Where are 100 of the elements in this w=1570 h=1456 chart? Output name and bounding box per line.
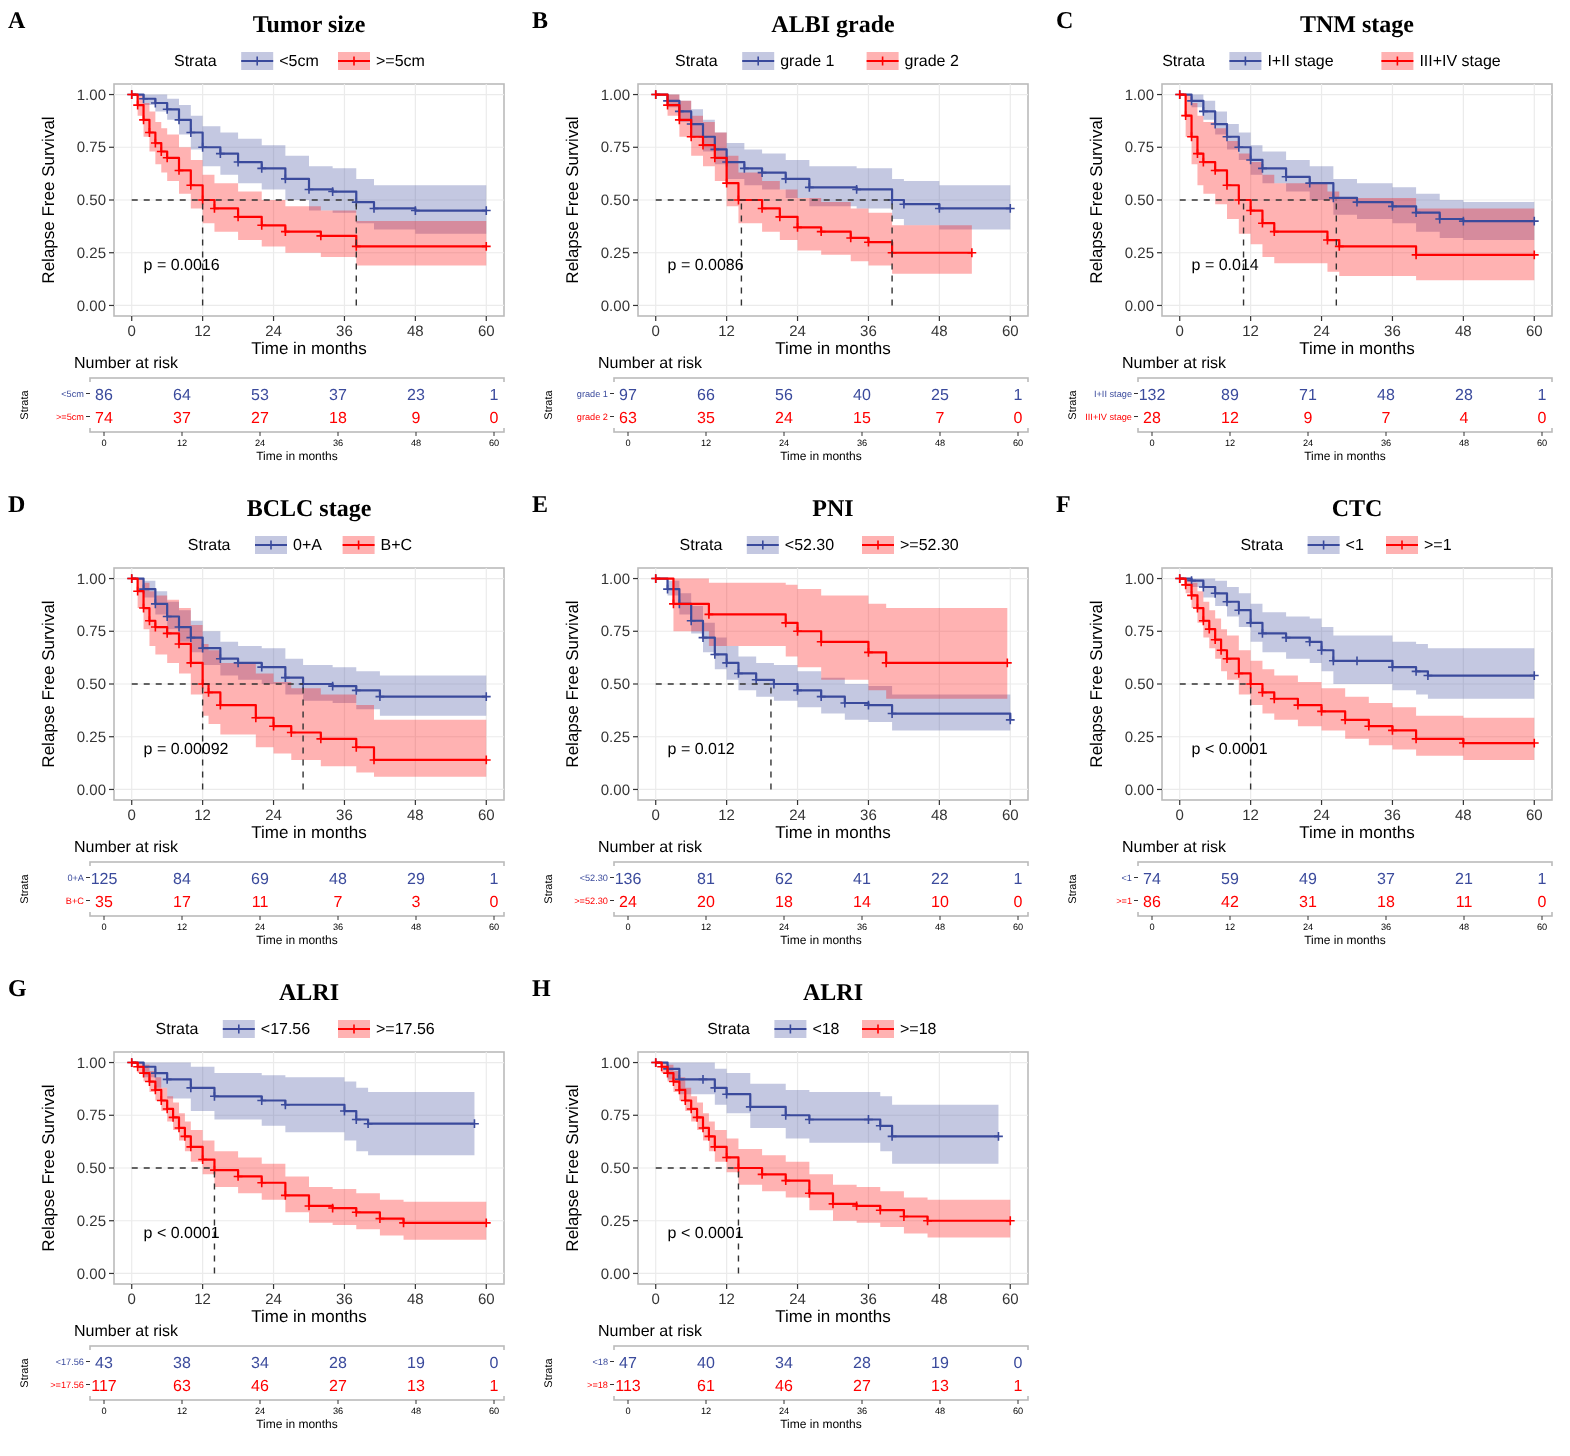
data-label: 48	[1377, 385, 1396, 404]
annotation: p = 0.0086	[667, 255, 745, 274]
text: C	[1056, 6, 1074, 34]
data-label: 24	[619, 892, 638, 911]
data-label: 4	[1459, 408, 1470, 427]
legend-label: <18	[812, 1020, 841, 1038]
legend-label: <5cm	[279, 52, 320, 70]
y-axis-title: Relapse Free Survival	[562, 600, 582, 768]
legend-label: >=52.30	[900, 536, 960, 554]
data-label: 37	[173, 408, 192, 427]
data-label: 28	[853, 1353, 872, 1372]
chart-title: ALRI	[802, 978, 864, 1006]
data-label: 62	[775, 869, 794, 888]
data-label: 28	[1455, 385, 1474, 404]
legend-label: grade 1	[780, 52, 836, 70]
legend-title: Strata	[187, 536, 232, 554]
data-label: 35	[95, 892, 114, 911]
data-label: 1	[1013, 1376, 1024, 1395]
legend-label: grade 2	[904, 52, 960, 70]
legend-label: >=17.56	[376, 1020, 436, 1038]
data-label: 125	[90, 869, 119, 888]
annotation: p = 0.012	[667, 739, 736, 758]
data-label: 43	[95, 1353, 114, 1372]
chart-title: Number at risk	[598, 1322, 705, 1340]
data-label: 0	[489, 1353, 500, 1372]
data-label: 86	[95, 385, 114, 404]
chart-title: Number at risk	[598, 354, 705, 372]
x-axis-title: Time in months	[251, 1306, 367, 1326]
data-label: 0	[1537, 408, 1548, 427]
chart-title: Number at risk	[598, 838, 705, 856]
data-label: 49	[1299, 869, 1318, 888]
legend-label: >=18	[900, 1020, 938, 1038]
legend-label: III+IV stage	[1419, 52, 1502, 70]
chart-title: ALBI grade	[771, 10, 897, 38]
legend-label: <17.56	[260, 1020, 312, 1038]
annotation: p = 0.0016	[143, 255, 221, 274]
legend-label: <52.30	[784, 536, 836, 554]
data-label: 0	[489, 408, 500, 427]
data-label: 3	[411, 892, 422, 911]
text: A	[8, 6, 26, 34]
y-axis-title: Relapse Free Survival	[38, 116, 58, 284]
data-label: 136	[614, 869, 643, 888]
y-axis-title: Relapse Free Survival	[562, 116, 582, 284]
data-label: 37	[1377, 869, 1396, 888]
legend-label: B+C	[380, 536, 413, 554]
annotation: p < 0.0001	[667, 1223, 745, 1242]
data-label: 21	[1455, 869, 1474, 888]
y-axis-title: Relapse Free Survival	[38, 600, 58, 768]
text: D	[8, 490, 26, 518]
chart-title: Number at risk	[74, 354, 181, 372]
x-axis-title: Time in months	[775, 1306, 891, 1326]
data-label: 14	[853, 892, 872, 911]
data-label: 38	[173, 1353, 192, 1372]
data-label: 28	[1143, 408, 1162, 427]
x-axis-title: Time in months	[251, 338, 367, 358]
data-label: 9	[1303, 408, 1314, 427]
data-label: 0	[489, 892, 500, 911]
legend-label: 0+A	[293, 536, 324, 554]
annotation: p = 0.014	[1191, 255, 1260, 274]
data-label: 13	[407, 1376, 426, 1395]
data-label: 86	[1143, 892, 1162, 911]
legend-title: Strata	[1240, 536, 1285, 554]
data-label: 37	[329, 385, 348, 404]
data-label: 40	[853, 385, 872, 404]
y-axis-title: Relapse Free Survival	[1086, 116, 1106, 284]
x-axis-title: Time in months	[251, 822, 367, 842]
data-label: 1	[489, 869, 500, 888]
data-label: 19	[931, 1353, 950, 1372]
data-label: 66	[697, 385, 716, 404]
legend-title: Strata	[174, 52, 218, 70]
text: E	[532, 490, 549, 518]
data-label: 27	[251, 408, 270, 427]
chart-title: Number at risk	[74, 838, 181, 856]
data-label: 34	[775, 1353, 794, 1372]
data-label: 1	[1537, 385, 1548, 404]
data-label: 15	[853, 408, 872, 427]
chart-title: BCLC stage	[246, 494, 373, 522]
x-axis-title: Time in months	[775, 822, 891, 842]
data-label: 1	[1537, 869, 1548, 888]
data-label: 74	[1143, 869, 1162, 888]
data-label: 1	[1013, 869, 1024, 888]
data-label: 7	[333, 892, 344, 911]
x-axis-title: Time in months	[1299, 338, 1415, 358]
data-label: 113	[615, 1376, 642, 1395]
legend-label: >=1	[1424, 536, 1453, 554]
text: G	[8, 974, 27, 1002]
x-axis-title: Time in months	[775, 338, 891, 358]
chart-title: Number at risk	[1122, 354, 1229, 372]
data-label: 64	[173, 385, 192, 404]
data-label: 46	[775, 1376, 794, 1395]
data-label: 61	[697, 1376, 716, 1395]
legend-title: Strata	[675, 52, 719, 70]
data-label: 27	[853, 1376, 872, 1395]
y-axis-title: Relapse Free Survival	[38, 1084, 58, 1252]
data-label: 29	[407, 869, 426, 888]
data-label: 42	[1221, 892, 1240, 911]
data-label: 47	[619, 1353, 638, 1372]
data-label: 17	[173, 892, 192, 911]
chart-title: TNM stage	[1300, 10, 1416, 38]
x-axis-title: Time in months	[1299, 822, 1415, 842]
